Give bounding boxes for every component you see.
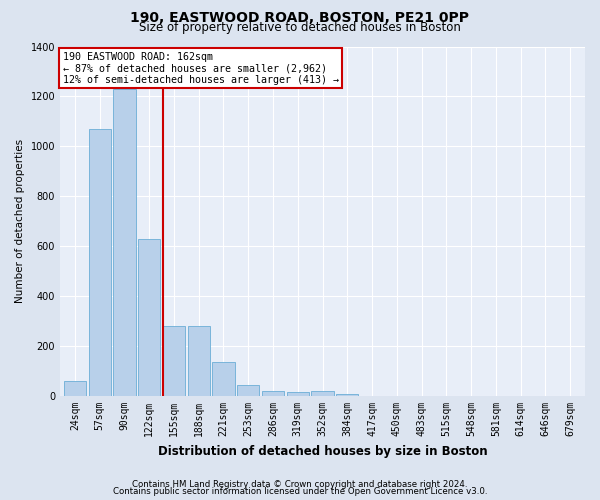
Text: 190, EASTWOOD ROAD, BOSTON, PE21 0PP: 190, EASTWOOD ROAD, BOSTON, PE21 0PP (131, 11, 470, 25)
Bar (113, 89, 136, 396)
Bar (237, 385, 259, 396)
Bar (89, 129, 111, 396)
Bar (212, 362, 235, 396)
Bar (311, 391, 334, 396)
Bar (287, 392, 309, 396)
Text: 190 EASTWOOD ROAD: 162sqm
← 87% of detached houses are smaller (2,962)
12% of se: 190 EASTWOOD ROAD: 162sqm ← 87% of detac… (62, 52, 338, 85)
Bar (64, 381, 86, 396)
Bar (336, 394, 358, 396)
Text: Contains public sector information licensed under the Open Government Licence v3: Contains public sector information licen… (113, 487, 487, 496)
Bar (163, 326, 185, 396)
Text: Size of property relative to detached houses in Boston: Size of property relative to detached ho… (139, 21, 461, 34)
Bar (188, 326, 210, 396)
Y-axis label: Number of detached properties: Number of detached properties (15, 139, 25, 304)
Bar (262, 391, 284, 396)
X-axis label: Distribution of detached houses by size in Boston: Distribution of detached houses by size … (158, 444, 487, 458)
Bar (138, 239, 160, 396)
Text: Contains HM Land Registry data © Crown copyright and database right 2024.: Contains HM Land Registry data © Crown c… (132, 480, 468, 489)
